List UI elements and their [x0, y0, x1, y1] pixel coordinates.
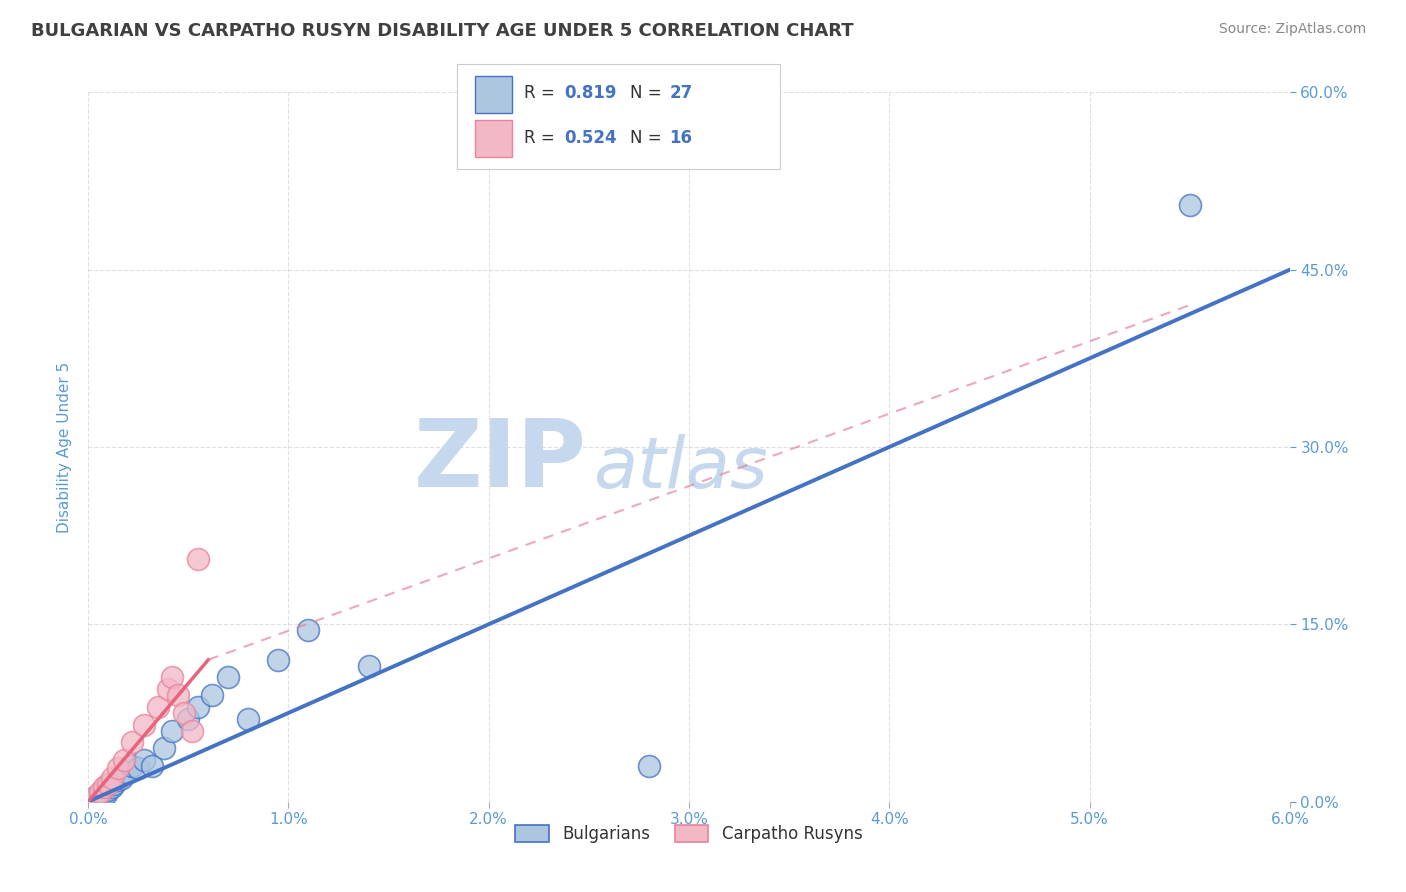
Text: N =: N =: [630, 129, 666, 147]
Point: [177, 712, 200, 726]
Legend: Bulgarians, Carpatho Rusyns: Bulgarians, Carpatho Rusyns: [516, 825, 862, 843]
Point: [162, 670, 184, 684]
Point: [97, 782, 120, 797]
Point: [157, 682, 180, 697]
Point: [112, 753, 135, 767]
Point: [84, 789, 107, 803]
Point: [101, 780, 124, 795]
Point: [91, 789, 114, 804]
Text: BULGARIAN VS CARPATHO RUSYN DISABILITY AGE UNDER 5 CORRELATION CHART: BULGARIAN VS CARPATHO RUSYN DISABILITY A…: [31, 22, 853, 40]
Point: [93, 780, 115, 795]
Text: R =: R =: [524, 84, 561, 102]
Point: [217, 670, 239, 684]
Point: [89, 785, 111, 799]
Point: [97, 777, 120, 791]
Point: [638, 759, 661, 773]
Point: [89, 789, 111, 803]
Point: [357, 658, 380, 673]
Point: [134, 753, 156, 767]
Point: [1178, 197, 1201, 211]
Point: [167, 688, 190, 702]
Point: [111, 771, 134, 785]
Point: [134, 717, 156, 731]
Point: [93, 785, 115, 799]
Point: [187, 552, 209, 566]
Text: Source: ZipAtlas.com: Source: ZipAtlas.com: [1219, 22, 1367, 37]
Point: [84, 791, 107, 805]
Text: 16: 16: [669, 129, 692, 147]
Point: [173, 706, 195, 720]
Point: [121, 735, 143, 749]
Point: [267, 653, 290, 667]
Point: [127, 762, 149, 776]
Text: ZIP: ZIP: [413, 415, 586, 508]
Point: [121, 759, 143, 773]
Point: [187, 700, 209, 714]
Text: atlas: atlas: [593, 434, 768, 503]
Point: [103, 777, 125, 791]
Text: N =: N =: [630, 84, 666, 102]
Text: R =: R =: [524, 129, 561, 147]
Text: 0.524: 0.524: [564, 129, 616, 147]
Point: [107, 773, 129, 788]
Y-axis label: Disability Age Under 5: Disability Age Under 5: [58, 361, 72, 533]
Point: [115, 764, 138, 779]
Point: [101, 771, 124, 785]
Point: [162, 723, 184, 738]
Text: 27: 27: [669, 84, 693, 102]
Point: [96, 788, 118, 802]
Point: [297, 623, 319, 637]
Point: [148, 700, 170, 714]
Point: [238, 712, 260, 726]
Point: [107, 762, 129, 776]
Text: 0.819: 0.819: [564, 84, 616, 102]
Point: [153, 741, 176, 756]
Point: [201, 688, 224, 702]
Point: [141, 759, 163, 773]
Point: [181, 723, 204, 738]
